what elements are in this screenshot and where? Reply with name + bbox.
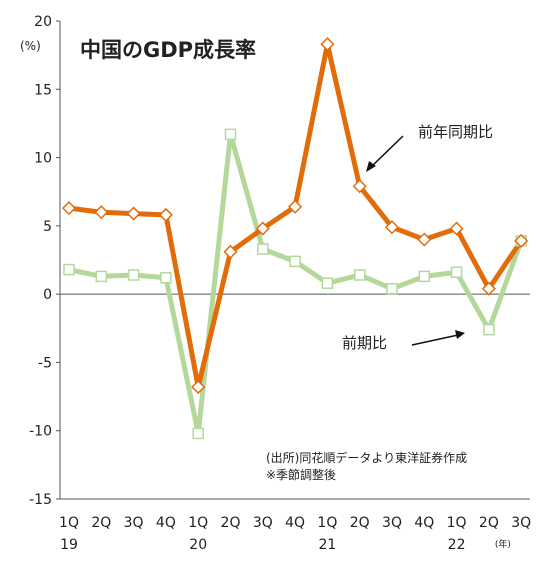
y-tick-label: 5 (43, 219, 52, 235)
data-point-qoq (321, 277, 334, 289)
x-tick-label: 3Q (124, 515, 144, 531)
y-tick-label: -15 (29, 492, 52, 508)
data-point-yoy (191, 379, 206, 395)
data-point-yoy (320, 37, 335, 52)
x-year-unit: (年) (495, 538, 511, 550)
x-year-label: 22 (448, 537, 466, 553)
data-point-qoq (95, 270, 108, 283)
y-tick-label: 20 (34, 14, 52, 30)
source-note: (出所)同花順データより東洋証券作成 (266, 450, 467, 465)
x-tick-label: 1Q (188, 515, 208, 531)
series-line-qoq (68, 131, 524, 436)
data-point-yoy (126, 206, 141, 221)
y-tick-label: -10 (29, 424, 52, 440)
x-tick-labels: 1Q 2Q 3Q 4Q 1Q 2Q 3Q 4Q 1Q 2Q 3Q 4Q 1Q 2Q 3Q 19 20 21 22 (年… (59, 515, 531, 553)
data-point-qoq (450, 266, 463, 279)
x-year-label: 21 (318, 537, 336, 553)
data-point-yoy (61, 201, 77, 216)
data-point-yoy (384, 220, 400, 235)
annotation-arrowhead-yoy (366, 161, 376, 172)
x-tick-label: 3Q (511, 515, 531, 531)
y-tick-label: 15 (34, 82, 52, 98)
data-point-yoy (223, 244, 238, 259)
axes (59, 21, 530, 500)
legend-label-yoy: 前年同期比 (418, 123, 493, 141)
data-point-yoy (449, 221, 464, 236)
y-tick-label: -5 (38, 355, 52, 371)
x-tick-label: 2Q (479, 515, 499, 531)
x-tick-label: 2Q (91, 515, 111, 531)
data-point-yoy (417, 232, 432, 247)
seasonal-note: ※季節調整後 (266, 467, 336, 482)
x-tick-label: 4Q (285, 515, 305, 531)
data-point-yoy (288, 199, 303, 214)
legend-label-qoq: 前期比 (342, 334, 387, 352)
series-points (61, 37, 529, 440)
data-point-yoy (481, 281, 496, 296)
x-year-label: 19 (60, 537, 78, 553)
y-axis-unit: (%) (20, 39, 41, 53)
annotation-arrowhead-qoq (455, 330, 465, 339)
x-tick-label: 3Q (382, 515, 402, 531)
y-tick-label: 0 (43, 287, 52, 303)
annotation-arrow-yoy (370, 135, 404, 168)
x-tick-label: 3Q (253, 515, 273, 531)
data-point-qoq (160, 272, 172, 284)
y-tick-labels: 20 15 10 5 0 -5 -10 -15 (29, 14, 60, 508)
y-tick-label: 10 (34, 151, 52, 167)
data-point-qoq (63, 263, 75, 276)
data-point-qoq (289, 255, 301, 268)
x-tick-label: 1Q (447, 515, 467, 531)
data-point-qoq (386, 282, 398, 295)
data-point-yoy (255, 221, 270, 236)
data-point-qoq (127, 269, 140, 281)
data-point-yoy (514, 233, 529, 248)
x-year-label: 20 (189, 537, 207, 553)
data-point-qoq (192, 427, 204, 440)
x-tick-label: 2Q (350, 515, 370, 531)
x-tick-label: 4Q (156, 515, 176, 531)
x-tick-label: 2Q (221, 515, 241, 531)
x-tick-label: 1Q (59, 515, 79, 531)
data-point-qoq (353, 269, 366, 281)
chart-title: 中国のGDP成長率 (80, 38, 256, 62)
data-point-qoq (257, 243, 269, 255)
data-point-yoy (352, 179, 367, 194)
x-tick-label: 4Q (414, 515, 434, 531)
data-point-yoy (158, 207, 173, 222)
data-point-qoq (224, 128, 237, 141)
annotation-arrow-qoq (411, 334, 459, 346)
data-point-qoq (418, 270, 431, 283)
series-lines (68, 41, 524, 436)
data-point-yoy (94, 205, 109, 220)
data-point-qoq (483, 323, 495, 336)
x-tick-label: 1Q (317, 515, 337, 531)
